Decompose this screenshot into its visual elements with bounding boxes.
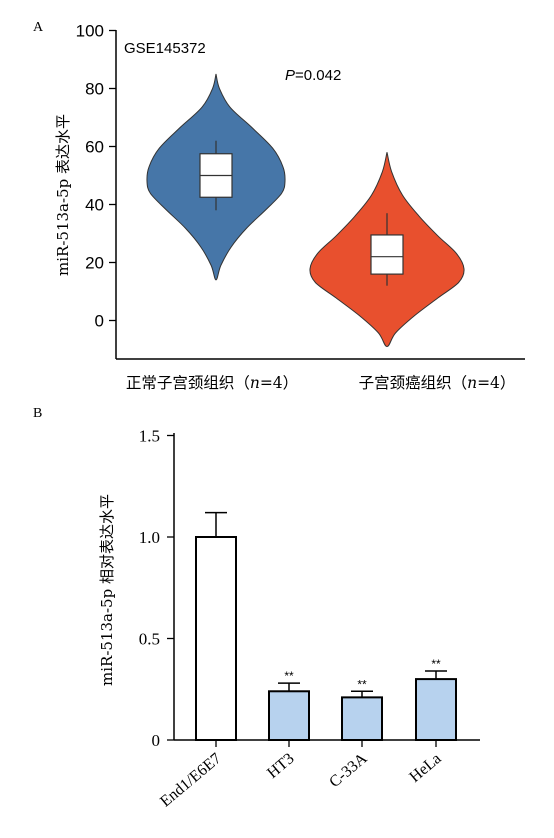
p-value-annotation: P=0.042	[285, 67, 341, 84]
panel-a-y-ticks: 0 20 40 60 80 100	[76, 22, 116, 331]
panel-b-label: B	[33, 406, 42, 421]
panel-a-label: A	[33, 20, 44, 35]
y-tick-label-a-4: 80	[85, 80, 104, 99]
group-label-normal: 正常子宫颈组织（n=4）	[126, 374, 298, 392]
y-tick-label-b-2: 1.0	[139, 528, 160, 547]
bar-0	[195, 536, 237, 741]
violin-plots	[146, 73, 465, 348]
group-label-normal-n: n	[250, 374, 260, 392]
bar-series: End1/E6E7 ** HT3 ** C-33A ** HeLa	[157, 511, 457, 810]
group-label-cancer-n: n	[467, 374, 477, 392]
y-tick-label-a-5: 100	[76, 22, 104, 41]
y-tick-label-b-1: 0.5	[139, 630, 160, 649]
significance-mark-2: **	[357, 677, 367, 691]
bar-2	[341, 696, 383, 741]
x-tick-label-b-1: HT3	[264, 750, 297, 782]
group-label-cancer-tail: =4）	[477, 374, 515, 392]
significance-mark-1: **	[284, 669, 294, 683]
group-label-cancer: 子宫颈癌组织（n=4）	[359, 374, 516, 392]
panel-a: A 0 20 40 60 80 100 miR-513a-5p 表达水平 GSE14537…	[33, 20, 525, 392]
panel-a-y-label: miR-513a-5p 表达水平	[54, 114, 72, 276]
y-tick-label-a-3: 60	[85, 138, 104, 157]
group-label-normal-tail: =4）	[260, 374, 298, 392]
x-tick-label-b-0: End1/E6E7	[157, 750, 224, 810]
panel-b-y-ticks: 0 0.5 1.0 1.5	[139, 427, 174, 750]
y-tick-label-b-3: 1.5	[139, 427, 160, 446]
p-value-symbol: P	[285, 67, 295, 84]
box-1	[370, 234, 404, 275]
panel-b: B 0 0.5 1.0 1.5 miR-513a-5p 相对表达水平 End1/E6E…	[33, 406, 480, 810]
y-tick-label-b-0: 0	[152, 731, 161, 750]
x-tick-label-b-3: HeLa	[406, 750, 444, 786]
p-value-text: =0.042	[295, 67, 341, 84]
dataset-label: GSE145372	[124, 40, 206, 57]
y-tick-label-a-1: 20	[85, 254, 104, 273]
panel-b-y-label: miR-513a-5p 相对表达水平	[98, 494, 116, 686]
significance-mark-3: **	[431, 657, 441, 671]
bar-1	[268, 690, 310, 742]
y-tick-label-a-2: 40	[85, 196, 104, 215]
group-label-normal-main: 正常子宫颈组织（	[126, 374, 250, 392]
y-tick-label-a-0: 0	[95, 312, 104, 331]
group-label-cancer-main: 子宫颈癌组织（	[359, 374, 468, 392]
x-tick-label-b-2: C-33A	[326, 750, 371, 791]
bar-3	[415, 678, 457, 741]
